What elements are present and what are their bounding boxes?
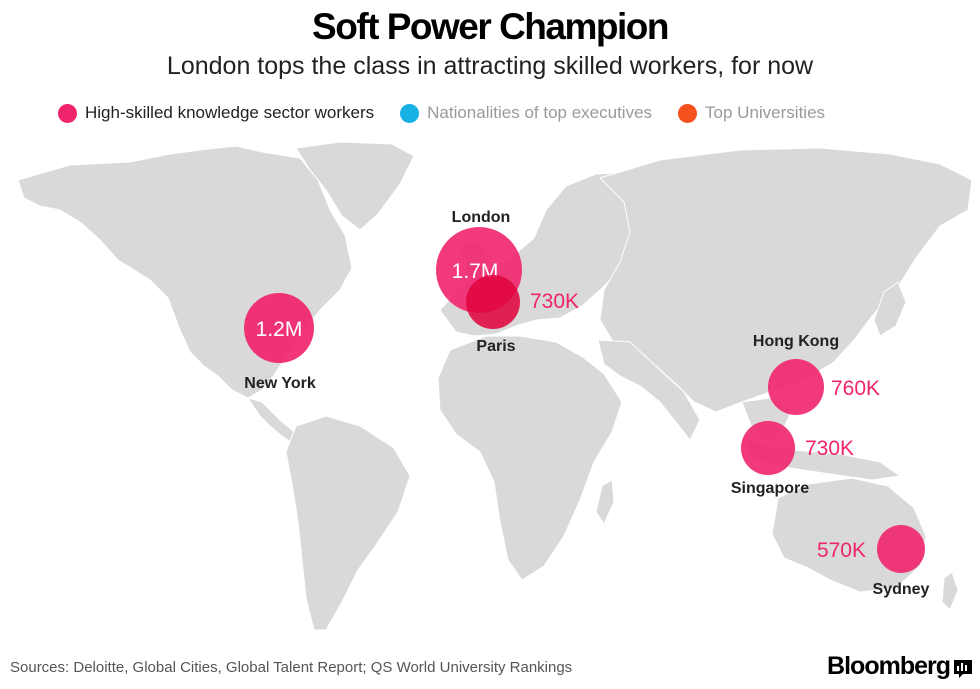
legend-swatch-executives (400, 103, 420, 123)
chart-title: Soft Power Champion (312, 6, 669, 47)
bubble-paris[interactable] (466, 275, 520, 329)
legend-item-executives[interactable]: Nationalities of top executives (400, 103, 652, 123)
bubble-sydney[interactable] (877, 525, 925, 573)
city-name-new-york: New York (244, 375, 316, 392)
legend-label-universities: Top Universities (705, 103, 826, 122)
brand-name: Bloomberg (827, 652, 951, 680)
world-map: 1.2M New York 1.7M London 730K Paris 760… (17, 141, 973, 631)
bubble-hong-kong[interactable] (768, 359, 824, 415)
city-name-sydney: Sydney (873, 581, 930, 598)
value-label-hong-kong: 760K (831, 377, 880, 400)
city-singapore[interactable]: 730K Singapore (731, 421, 854, 497)
land-arabia-india (597, 339, 701, 441)
value-label-paris: 730K (530, 290, 579, 313)
city-sydney[interactable]: 570K Sydney (817, 525, 930, 598)
legend: High-skilled knowledge sector workers Na… (58, 101, 851, 125)
land-greenland (295, 141, 415, 231)
value-label-singapore: 730K (805, 437, 854, 460)
land-madagascar (595, 479, 615, 525)
bubble-new-york[interactable] (244, 293, 314, 363)
legend-swatch-workers (58, 103, 77, 123)
bubble-singapore[interactable] (741, 421, 795, 475)
land-japan (873, 281, 907, 337)
land-new-zealand (941, 571, 959, 611)
legend-item-universities[interactable]: Top Universities (678, 103, 825, 123)
brand-logo: Bloomberg (827, 652, 972, 681)
city-paris[interactable]: 730K Paris (466, 275, 579, 355)
chart-subtitle: London tops the class in attracting skil… (166, 52, 814, 80)
sources-note: Sources: Deloitte, Global Cities, Global… (10, 659, 573, 676)
city-new-york[interactable]: 1.2M New York (244, 293, 316, 392)
bloomberg-chart-icon (954, 659, 972, 678)
land-africa (437, 335, 623, 581)
value-label-sydney: 570K (817, 539, 866, 562)
city-name-singapore: Singapore (731, 480, 809, 497)
city-name-paris: Paris (476, 338, 515, 355)
city-name-hong-kong: Hong Kong (753, 333, 839, 350)
city-hong-kong[interactable]: 760K Hong Kong (753, 333, 880, 415)
legend-label-executives: Nationalities of top executives (427, 103, 653, 122)
city-name-london: London (452, 209, 511, 226)
legend-swatch-universities (678, 103, 698, 123)
city-bubbles: 1.2M New York 1.7M London 730K Paris 760… (244, 209, 930, 598)
land-south-america (285, 415, 411, 631)
legend-item-workers[interactable]: High-skilled knowledge sector workers (58, 103, 374, 123)
land-north-america (17, 145, 353, 399)
legend-label-workers: High-skilled knowledge sector workers (85, 103, 375, 122)
value-label-new-york: 1.2M (256, 318, 303, 341)
